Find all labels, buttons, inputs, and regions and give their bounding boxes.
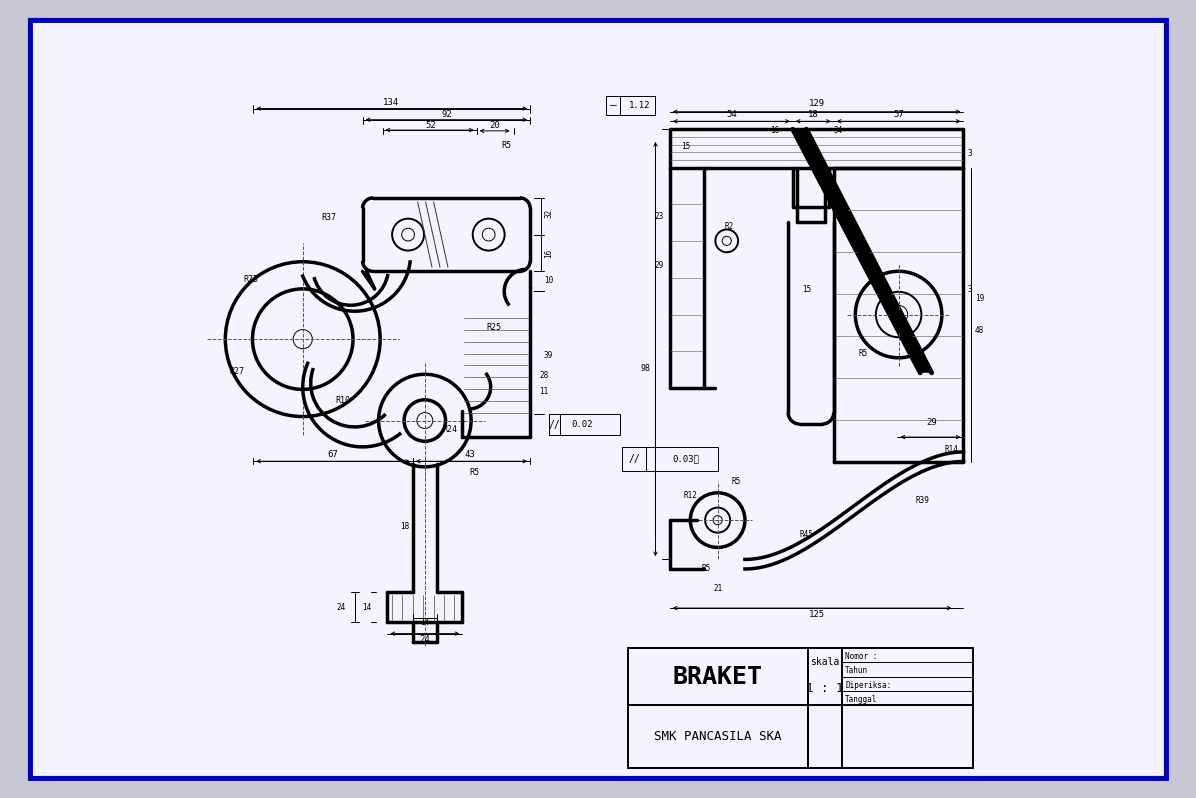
Text: 15: 15 xyxy=(682,142,690,152)
Bar xyxy=(622,448,718,472)
Text: R5: R5 xyxy=(469,468,480,477)
Bar xyxy=(628,648,974,768)
Text: R24: R24 xyxy=(443,425,458,434)
Text: 98: 98 xyxy=(641,364,651,373)
Text: skala: skala xyxy=(810,658,840,667)
Text: 39: 39 xyxy=(544,350,553,360)
Text: R12: R12 xyxy=(683,492,697,500)
Text: 11: 11 xyxy=(539,386,548,396)
Text: 20: 20 xyxy=(489,120,500,130)
Text: 3: 3 xyxy=(968,149,972,158)
Text: 129: 129 xyxy=(808,99,825,109)
Text: 14: 14 xyxy=(420,618,429,627)
Text: 16: 16 xyxy=(544,248,553,258)
Text: 14: 14 xyxy=(362,602,371,612)
Text: 23: 23 xyxy=(654,212,664,221)
Text: 52: 52 xyxy=(425,120,435,130)
Text: 0.02: 0.02 xyxy=(572,420,593,429)
Text: 0.03Ⓜ: 0.03Ⓜ xyxy=(672,455,700,464)
Text: BRAKET: BRAKET xyxy=(673,665,763,689)
Text: //: // xyxy=(628,454,640,464)
Text: 10: 10 xyxy=(544,276,553,286)
Text: R5: R5 xyxy=(501,140,511,150)
Text: R27: R27 xyxy=(230,366,245,376)
Text: 29: 29 xyxy=(654,261,664,270)
Text: 54: 54 xyxy=(726,110,737,120)
Text: R25: R25 xyxy=(487,322,502,332)
Text: Nomor :: Nomor : xyxy=(846,652,878,661)
Text: 1 : 1: 1 : 1 xyxy=(806,681,843,695)
Text: 125: 125 xyxy=(808,610,825,619)
Text: //: // xyxy=(548,420,560,429)
Bar xyxy=(549,414,621,435)
Text: R2: R2 xyxy=(725,222,733,231)
Text: 92: 92 xyxy=(441,109,452,119)
Text: 19: 19 xyxy=(975,294,984,303)
Text: —: — xyxy=(610,101,616,110)
Text: 48: 48 xyxy=(975,326,984,335)
Text: R5: R5 xyxy=(702,564,710,574)
Text: 3: 3 xyxy=(968,285,972,294)
Text: 43: 43 xyxy=(465,450,476,460)
Text: 24: 24 xyxy=(420,635,431,645)
Text: 18: 18 xyxy=(807,110,818,120)
Text: 134: 134 xyxy=(383,97,398,107)
Text: 29: 29 xyxy=(926,418,936,427)
Bar xyxy=(606,96,655,115)
Text: Tanggal: Tanggal xyxy=(846,695,878,704)
Text: 57: 57 xyxy=(893,110,904,120)
Text: 21: 21 xyxy=(713,584,722,593)
Text: 15: 15 xyxy=(801,285,811,294)
Text: 28: 28 xyxy=(539,370,548,380)
Text: R5: R5 xyxy=(731,476,740,485)
Text: 32: 32 xyxy=(544,209,553,219)
Text: 67: 67 xyxy=(328,450,338,460)
Text: R5: R5 xyxy=(859,349,868,358)
Text: 1.12: 1.12 xyxy=(629,101,651,110)
Text: Diperiksa:: Diperiksa: xyxy=(846,681,891,689)
Polygon shape xyxy=(793,129,932,373)
Text: 24: 24 xyxy=(336,602,346,612)
Text: SMK PANCASILA SKA: SMK PANCASILA SKA xyxy=(654,730,782,743)
Text: R37: R37 xyxy=(322,212,336,222)
Text: 18: 18 xyxy=(401,522,409,531)
Text: 16: 16 xyxy=(770,126,779,136)
Text: R39: R39 xyxy=(916,496,929,505)
Text: R10: R10 xyxy=(335,396,350,405)
Text: R75: R75 xyxy=(243,275,258,284)
Text: 34: 34 xyxy=(834,126,843,136)
Text: R45: R45 xyxy=(799,531,813,539)
Text: R14: R14 xyxy=(945,445,958,454)
Text: Tahun: Tahun xyxy=(846,666,868,675)
